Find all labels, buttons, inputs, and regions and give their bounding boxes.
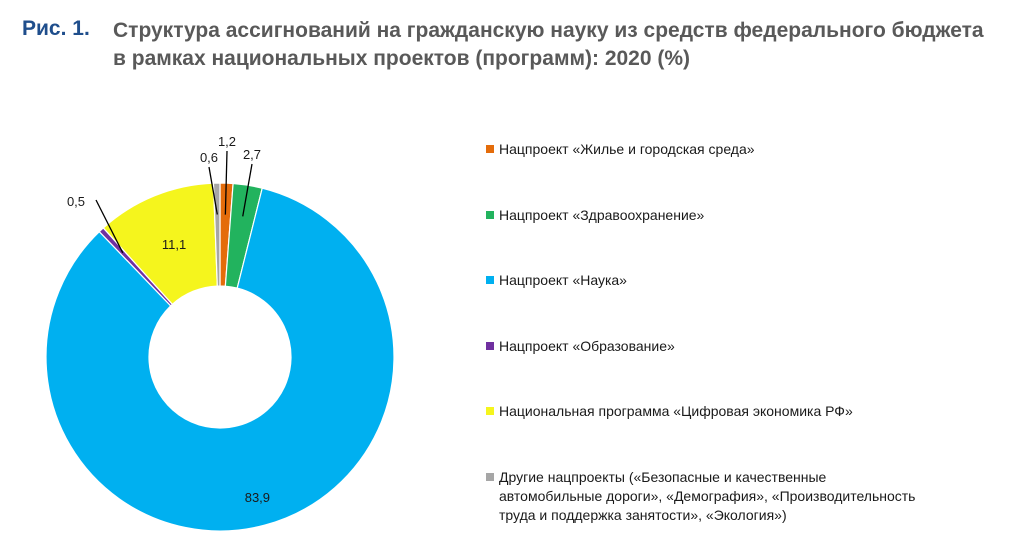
legend-swatch-science — [486, 276, 494, 284]
legend-label-housing: Нацпроект «Жилье и городская среда» — [499, 141, 755, 157]
legend-swatch-education — [486, 341, 494, 350]
legend-item-science: Нацпроект «Наука» — [486, 271, 916, 337]
data-label-other-projects: 0,6 — [200, 150, 218, 165]
legend-label-education: Нацпроект «Образование» — [499, 337, 675, 354]
legend-swatch-other-projects — [486, 472, 494, 481]
legend-swatch-healthcare — [486, 210, 494, 219]
data-label-housing: 1,2 — [218, 134, 236, 149]
donut-slice-other-projects — [212, 182, 221, 287]
donut-slice-science — [45, 187, 395, 532]
legend-label-science: Нацпроект «Наука» — [499, 272, 627, 288]
legend-item-digital-economy: Национальная программа «Цифровая экономи… — [486, 402, 916, 468]
data-label-science: 83,9 — [245, 490, 270, 505]
leader-line-healthcare — [242, 163, 253, 217]
legend-label-other-projects: Другие нацпроекты («Безопасные и качеств… — [499, 468, 916, 523]
legend-swatch-digital-economy — [486, 407, 494, 415]
data-label-digital-economy: 11,1 — [162, 237, 186, 252]
data-label-education: 0,5 — [67, 194, 85, 209]
chart-legend: Нацпроект «Жилье и городская среда» Нацп… — [486, 140, 916, 525]
legend-item-healthcare: Нацпроект «Здравоохранение» — [486, 206, 916, 272]
legend-item-housing: Нацпроект «Жилье и городская среда» — [486, 140, 916, 206]
leader-line-housing — [224, 150, 228, 215]
data-label-healthcare: 2,7 — [243, 147, 261, 162]
leader-line-other-projects — [208, 166, 218, 215]
legend-item-other-projects: Другие нацпроекты («Безопасные и качеств… — [486, 468, 916, 525]
leader-line-education — [95, 199, 124, 254]
figure-title: Структура ассигнований на гражданскую на… — [113, 19, 984, 70]
legend-label-healthcare: Нацпроект «Здравоохранение» — [499, 206, 705, 223]
legend-swatch-housing — [486, 145, 494, 153]
figure-label: Рис. 1. — [22, 17, 90, 40]
legend-label-digital-economy: Национальная программа «Цифровая экономи… — [499, 403, 853, 419]
legend-item-education: Нацпроект «Образование» — [486, 337, 916, 403]
